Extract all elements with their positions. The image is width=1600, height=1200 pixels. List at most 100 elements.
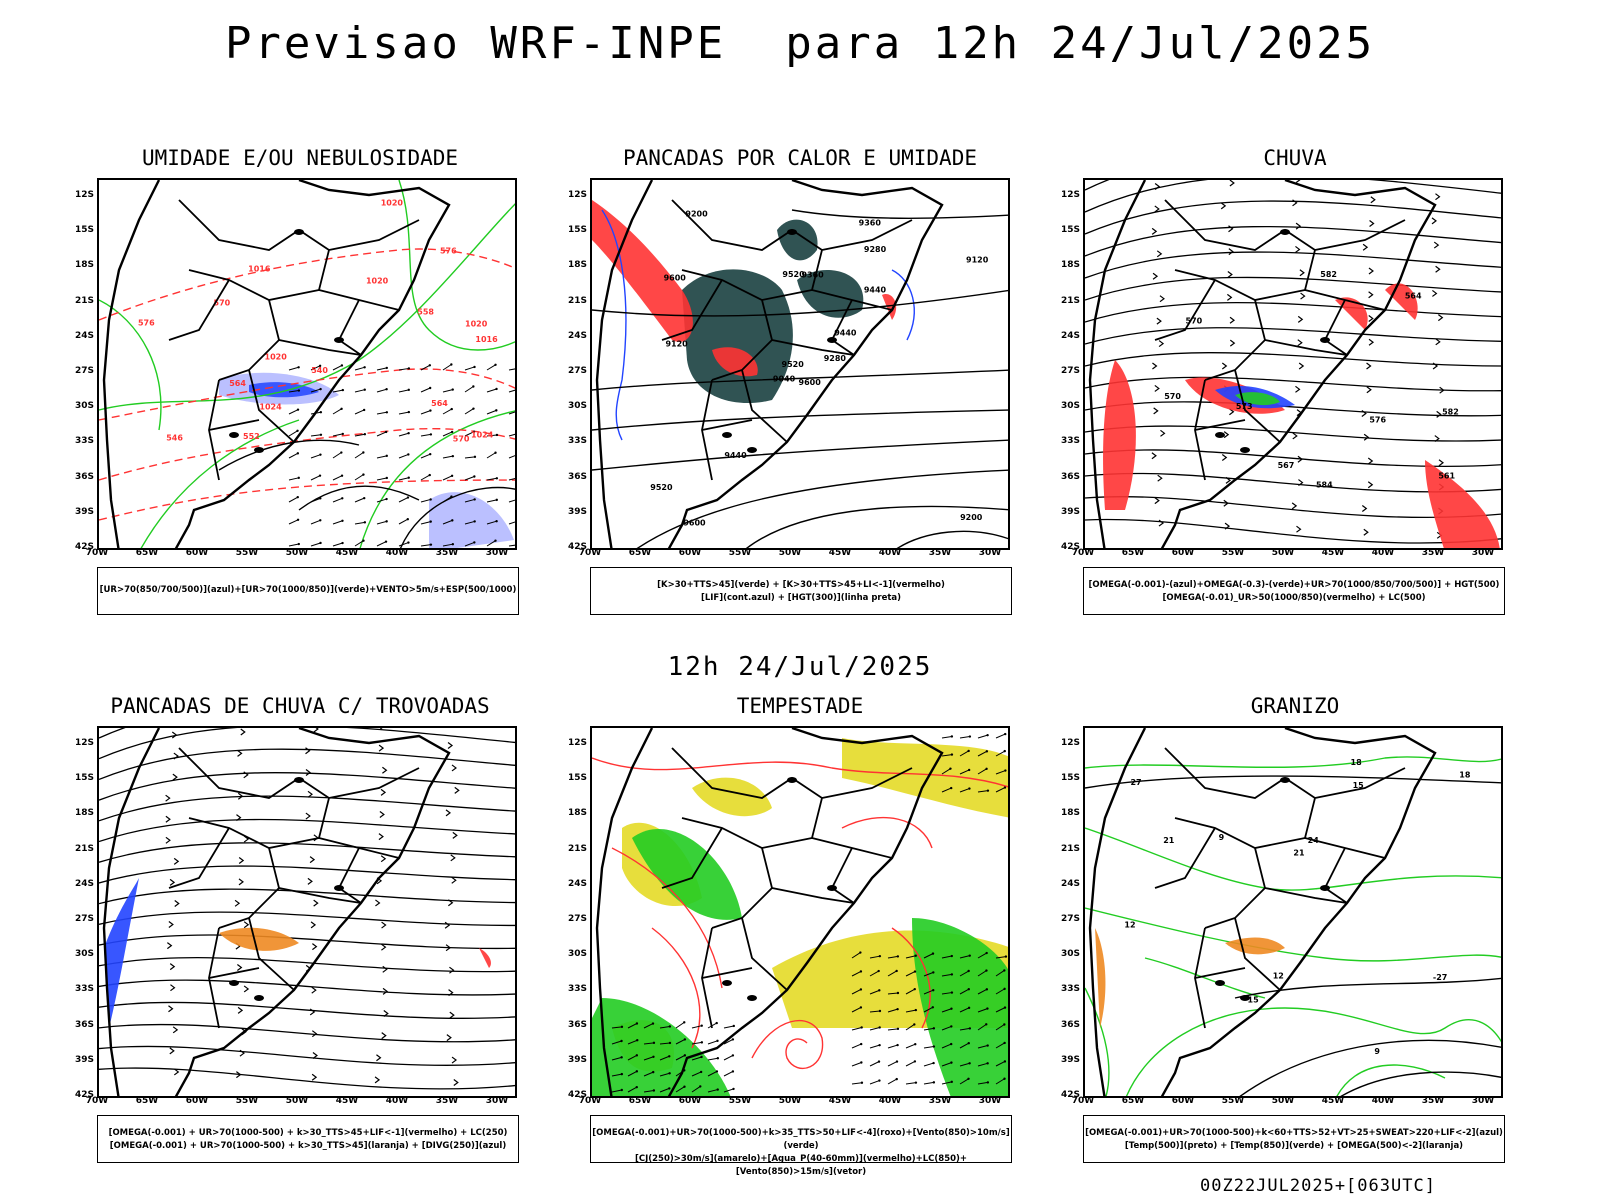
lat-tick-label: 30S <box>74 949 94 960</box>
streamline <box>99 748 515 781</box>
flow-arrow <box>380 788 387 796</box>
flow-arrow <box>237 964 243 972</box>
lat-tick-label: 36S <box>1060 471 1080 482</box>
wind-vector <box>376 520 387 525</box>
legend-line: [OMEGA(-0.001) + UR>70(1000-500) + k>30_… <box>108 1128 508 1138</box>
lake-mark <box>254 447 264 453</box>
wind-vector <box>723 1025 734 1029</box>
lat-tick-label: 18S <box>74 808 94 819</box>
flow-arrow <box>1291 502 1298 510</box>
wind-vector <box>851 1082 862 1085</box>
lat-tick-label: 15S <box>567 773 587 784</box>
wind-vector <box>611 1089 622 1093</box>
contour-label: 9520 <box>782 270 805 279</box>
contour-line <box>99 248 515 321</box>
lat-tick-label: 12S <box>1060 738 1080 748</box>
lon-tick-label: 40W <box>878 1096 902 1106</box>
flow-arrow <box>174 899 180 907</box>
wind-vector <box>923 989 934 995</box>
lon-tick-label: 65W <box>135 548 159 558</box>
lat-tick-label: 15S <box>1060 773 1080 784</box>
lat-tick-label: 27S <box>567 366 587 376</box>
lon-tick-label: 60W <box>185 1096 209 1106</box>
wind-vector <box>905 1024 915 1031</box>
lat-tick-label: 33S <box>567 984 587 995</box>
lon-tick-label: 60W <box>1171 1096 1195 1106</box>
wind-vector <box>923 1062 934 1067</box>
wind-vector <box>442 364 452 371</box>
flow-arrow <box>383 1010 389 1018</box>
lat-tick-label: 21S <box>74 843 94 854</box>
map-canvas-1: 1016 1020 1020 1016 1020 1024 1024 1020 570 576 57… <box>99 180 515 548</box>
lat-tick-label: 27S <box>1060 914 1080 924</box>
flow-arrow <box>374 1076 381 1084</box>
lon-tick-label: 35W <box>928 1096 952 1106</box>
shaded-area <box>1225 937 1285 955</box>
lat-tick-label: 27S <box>567 914 587 924</box>
flow-arrow <box>240 728 246 736</box>
streamline <box>1085 180 1501 213</box>
shaded-area <box>1103 360 1136 510</box>
lon-tick-label: 70W <box>85 1096 109 1106</box>
lon-tick-label: 45W <box>1321 1096 1345 1106</box>
wind-vector <box>675 1054 686 1061</box>
contour-line <box>398 180 515 351</box>
lat-tick-label: 36S <box>567 1019 587 1030</box>
wind-vector <box>643 1023 654 1029</box>
lat-tick-label: 36S <box>567 471 587 482</box>
lat-tick-label: 33S <box>74 436 94 447</box>
lon-tick-label: 70W <box>85 548 109 558</box>
flow-arrow <box>311 1030 318 1038</box>
wind-vector <box>959 1078 969 1085</box>
wind-vector <box>398 389 409 393</box>
wind-vector <box>887 1061 898 1067</box>
wind-vector <box>851 1062 862 1067</box>
wind-vector <box>354 474 364 481</box>
lat-tick-label: 12S <box>74 738 94 748</box>
lake-mark <box>827 337 837 343</box>
wind-vector <box>611 1073 622 1077</box>
wind-vector <box>420 521 431 525</box>
wind-vector <box>959 769 970 775</box>
wind-vector <box>941 1008 952 1013</box>
streamline <box>99 1001 515 1019</box>
lon-tick-label: 40W <box>1371 1096 1395 1106</box>
wind-vector <box>691 1025 702 1029</box>
wind-vector <box>691 1071 702 1077</box>
streamline <box>99 772 515 801</box>
flow-arrow <box>1297 455 1303 463</box>
wind-vector <box>977 1008 988 1013</box>
wind-vector <box>398 518 409 525</box>
wind-vector <box>869 1010 880 1013</box>
lon-tick-label: 50W <box>778 548 802 558</box>
contour-line <box>896 530 1008 548</box>
shaded-area <box>842 738 1008 818</box>
wind-vector <box>995 787 1006 793</box>
streamline <box>99 911 515 927</box>
shaded-area <box>682 269 793 404</box>
wind-vector <box>464 431 475 437</box>
flow-arrow <box>1299 269 1305 277</box>
flow-arrow <box>1229 316 1236 324</box>
wind-vector <box>977 1062 988 1067</box>
wind-vector <box>887 955 898 959</box>
wind-vector <box>723 1071 734 1077</box>
contour-label: 558 <box>417 308 434 317</box>
streamline <box>1085 327 1501 345</box>
contour-label: 9440 <box>834 329 857 338</box>
wind-vector <box>398 411 409 415</box>
lon-tick-label: 35W <box>435 548 459 558</box>
lat-tick-label: 36S <box>74 1019 94 1030</box>
wind-vector <box>659 1042 670 1045</box>
lon-tick-label: 45W <box>1321 548 1345 558</box>
contour-label: 582 <box>1442 407 1459 416</box>
wind-vector <box>354 540 364 547</box>
wind-vector <box>508 368 515 371</box>
wind-vector <box>464 456 475 459</box>
wind-vector <box>508 411 515 415</box>
flow-arrow <box>173 857 180 865</box>
flow-arrow <box>1228 225 1234 233</box>
panel-title-2: PANCADAS POR CALOR E UMIDADE <box>622 146 977 170</box>
contour-line <box>592 409 1008 431</box>
lat-tick-label: 15S <box>567 225 587 236</box>
